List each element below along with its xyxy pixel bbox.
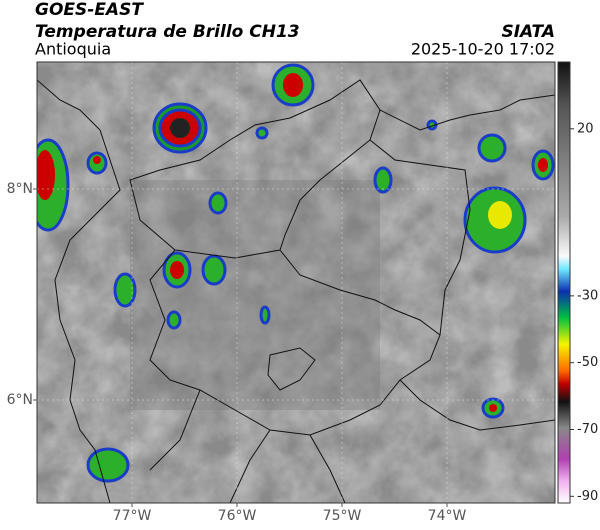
colorbar-tick-label: -70 (577, 422, 598, 437)
colorbar-tick-label: -50 (577, 355, 598, 370)
lat-label: 8°N (7, 181, 33, 197)
colorbar-tick-label: -30 (577, 288, 598, 303)
title: GOES-EAST (35, 0, 144, 20)
datetime: 2025-10-20 17:02 (411, 40, 555, 59)
graticule (37, 62, 555, 503)
colorbar-tick-label: -90 (577, 489, 598, 504)
storm-cells (37, 63, 555, 483)
lon-label: 74°W (428, 508, 467, 524)
lat-label: 6°N (7, 392, 33, 408)
colorbar-tick-label: 20 (577, 121, 594, 136)
subtitle: Temperatura de Brillo CH13 (35, 22, 300, 42)
lon-label: 77°W (113, 508, 152, 524)
lon-label: 75°W (323, 508, 362, 524)
map-frame (36, 61, 556, 504)
source: SIATA (501, 22, 555, 42)
lon-label: 76°W (218, 508, 257, 524)
borders (37, 79, 555, 503)
region: Antioquia (35, 40, 111, 59)
dark-region (130, 180, 380, 410)
colorbar (557, 61, 571, 504)
map (37, 62, 555, 503)
labels: 8°N 6°N 77°W 76°W 75°W 74°W 20 -30 -50 -70 -90 (7, 121, 599, 524)
